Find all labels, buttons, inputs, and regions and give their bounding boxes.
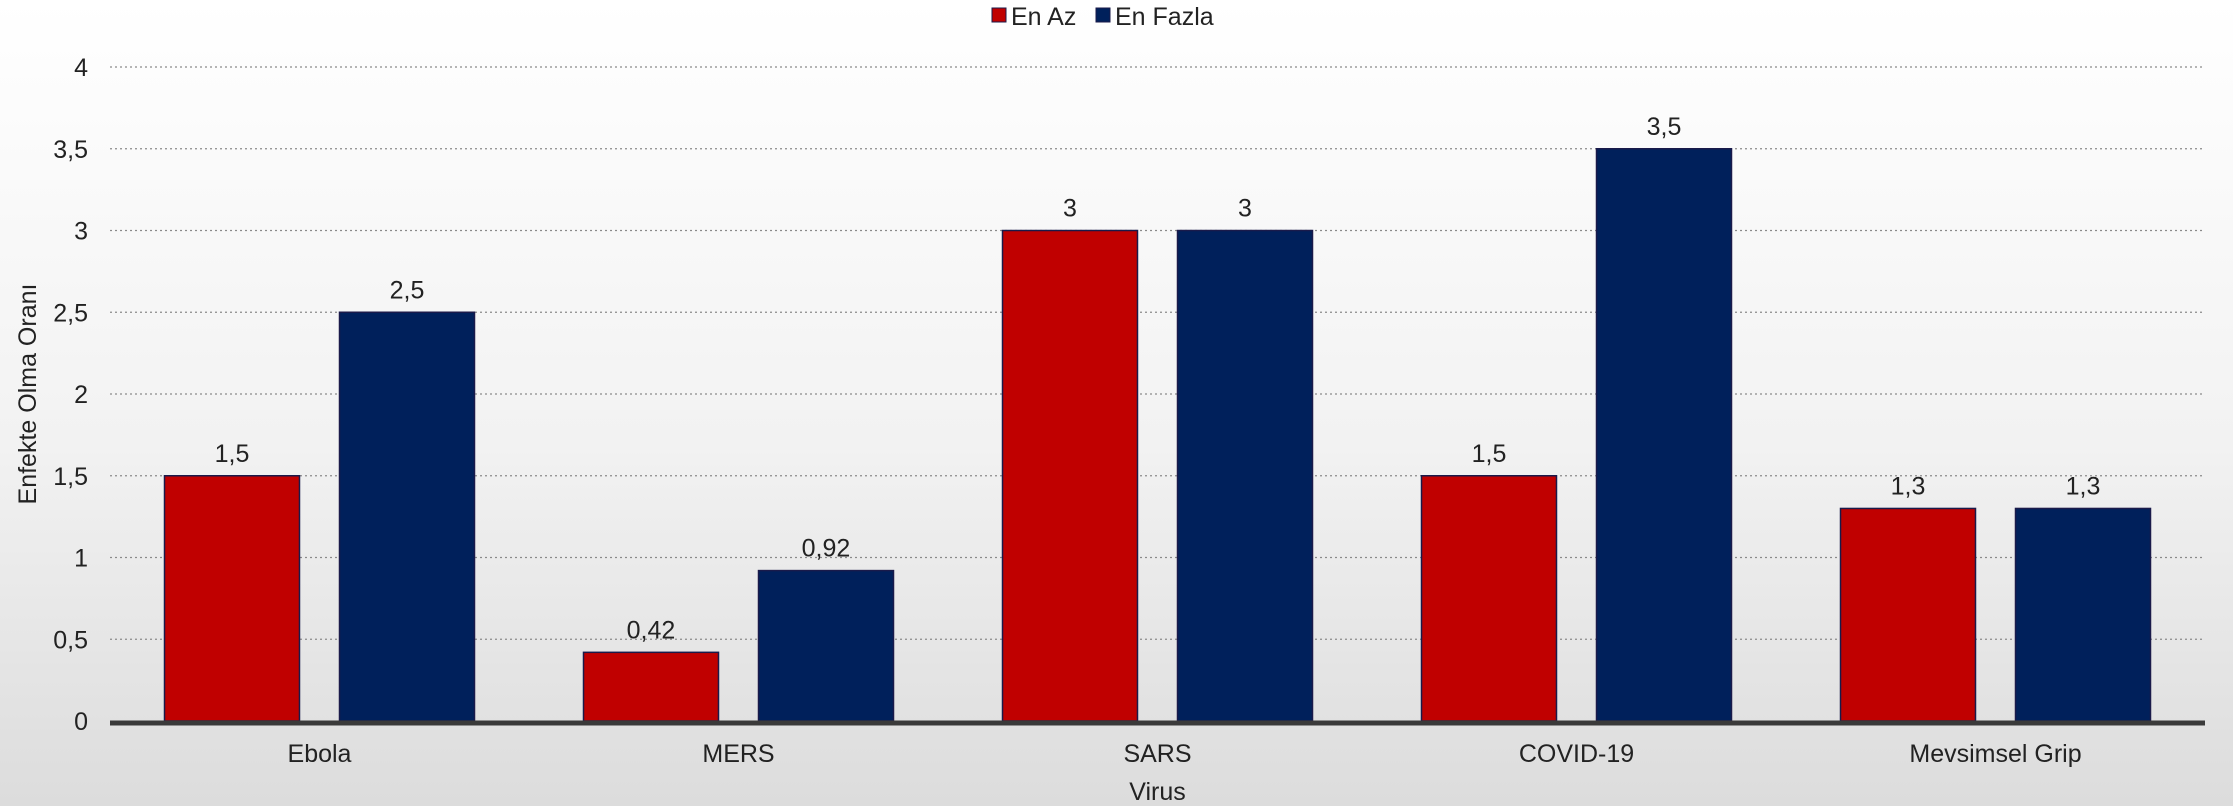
y-tick-label: 3 <box>74 218 88 246</box>
x-tick-label: COVID-19 <box>1519 740 1634 768</box>
y-tick-label: 0 <box>74 708 88 736</box>
x-tick-label: Mevsimsel Grip <box>1909 740 2081 768</box>
bar-en-az <box>1420 475 1558 722</box>
y-tick-label: 3,5 <box>53 136 88 164</box>
y-axis-ticks: 0 0,5 1 1,5 2 2,5 3 3,5 4 <box>53 54 88 736</box>
bar-en-az <box>163 475 301 722</box>
bar-en-az <box>1839 507 1977 722</box>
legend: En Az En Fazla <box>991 3 1214 31</box>
legend-label: En Az <box>1011 3 1076 31</box>
y-tick-label: 0,5 <box>53 626 88 654</box>
x-axis-ticks: Ebola MERS SARS COVID-19 Mevsimsel Grip <box>288 740 2082 768</box>
y-tick-label: 2,5 <box>53 299 88 327</box>
bar-en-fazla <box>1595 148 1733 722</box>
legend-swatch <box>991 7 1007 23</box>
data-label: 3,5 <box>1647 113 1682 141</box>
y-tick-label: 2 <box>74 381 88 409</box>
data-label: 3 <box>1238 195 1252 223</box>
bars <box>163 148 2152 722</box>
data-label: 1,3 <box>1891 472 1926 500</box>
x-tick-label: MERS <box>702 740 774 768</box>
y-tick-label: 1 <box>74 545 88 573</box>
bar-en-az <box>1001 229 1139 722</box>
y-tick-label: 1,5 <box>53 463 88 491</box>
y-axis-title: Enfekte Olma Oranı <box>14 284 42 505</box>
data-label: 3 <box>1063 195 1077 223</box>
bar-en-fazla <box>2014 507 2152 722</box>
x-tick-label: SARS <box>1123 740 1191 768</box>
bar-en-fazla <box>1176 229 1314 722</box>
bar-en-az <box>582 651 720 722</box>
data-label: 2,5 <box>390 276 425 304</box>
data-label: 0,92 <box>802 535 851 563</box>
data-labels: 1,5 2,5 0,42 0,92 3 3 1,5 3,5 1,3 1,3 <box>215 113 2101 645</box>
legend-label: En Fazla <box>1115 3 1214 31</box>
data-label: 0,42 <box>627 616 676 644</box>
x-tick-label: Ebola <box>288 740 352 768</box>
data-label: 1,5 <box>215 440 250 468</box>
y-tick-label: 4 <box>74 54 88 82</box>
bar-en-fazla <box>757 569 895 722</box>
legend-swatch <box>1095 7 1111 23</box>
data-label: 1,3 <box>2066 472 2101 500</box>
bar-en-fazla <box>338 311 476 722</box>
data-label: 1,5 <box>1472 440 1507 468</box>
x-axis-title: Virus <box>1129 778 1186 806</box>
